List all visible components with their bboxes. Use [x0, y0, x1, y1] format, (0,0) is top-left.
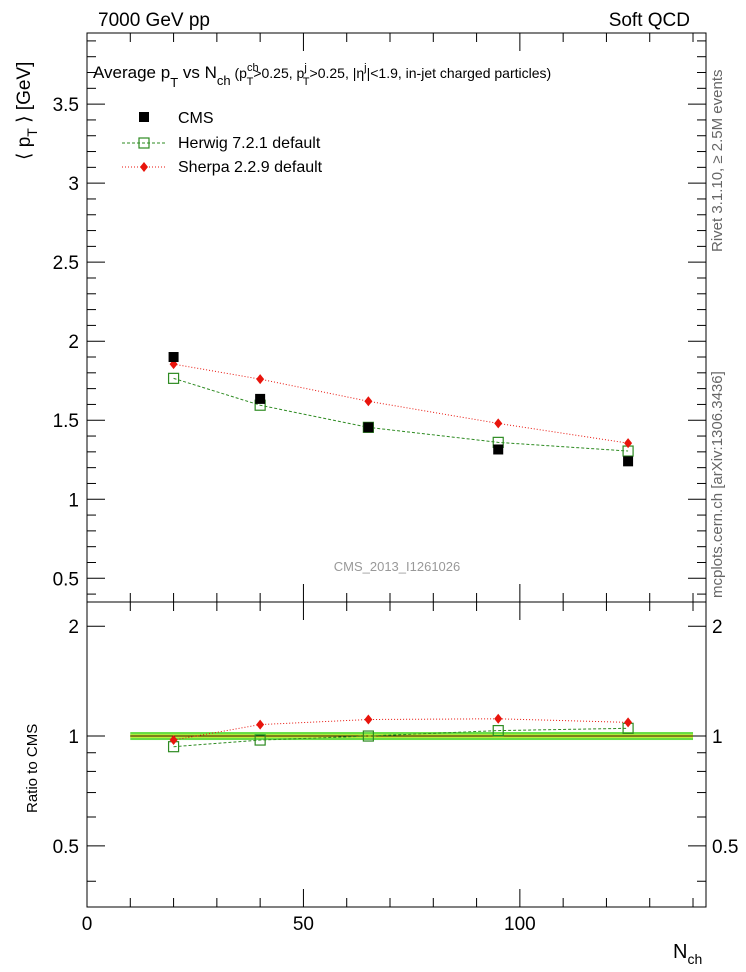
- main-herwig-line: [173, 377, 629, 452]
- legend-sherpa-label: Sherpa 2.2.9 default: [178, 159, 323, 176]
- main-series-group: [167, 352, 634, 467]
- legend: CMS Herwig 7.2.1 default Sherpa 2.2.9 de…: [122, 110, 323, 176]
- main-sherpa-line: [173, 363, 629, 444]
- main-y-tick-label: 1.5: [53, 411, 79, 432]
- main-y-tick-label: 1: [68, 490, 79, 511]
- main-y-tick-label: 2.5: [53, 253, 79, 274]
- header-right: Soft QCD: [609, 10, 690, 31]
- ratio-herwig-point: [492, 724, 504, 737]
- legend-herwig-label: Herwig 7.2.1 default: [178, 135, 321, 152]
- main-sherpa-point: [494, 418, 503, 429]
- main-y-axis-label: ⟨ pT ⟩ [GeV]: [14, 62, 40, 160]
- ratio-axis-ticks: 0.5 0.5 1 1 2 2 0 50 100: [53, 602, 738, 935]
- x-tick-label: 100: [504, 914, 536, 935]
- main-sherpa-point: [256, 374, 265, 385]
- ratio-y-tick-label: 1: [68, 727, 79, 748]
- ratio-herwig-point: [362, 730, 374, 742]
- ratio-series-group: [167, 713, 634, 753]
- main-cms-point: [255, 393, 266, 404]
- main-plot-title: Average pT vs Nch (pch T>0.25, pj T>0.25, …: [93, 62, 551, 90]
- ratio-y-tick-label-right: 2: [712, 617, 723, 638]
- ratio-y-tick-label: 0.5: [53, 837, 79, 858]
- ratio-y-axis-label: Ratio to CMS: [24, 724, 41, 813]
- legend-sherpa-marker: [140, 162, 148, 172]
- main-cms-point: [493, 444, 504, 455]
- ratio-sherpa-point: [364, 714, 373, 725]
- main-cms-point: [363, 422, 374, 433]
- ratio-plot-frame: [86, 601, 707, 908]
- main-herwig-point: [167, 372, 180, 384]
- analysis-watermark: CMS_2013_I1261026: [334, 559, 461, 574]
- main-y-tick-label: 2: [68, 332, 79, 353]
- ratio-herwig-point: [254, 734, 266, 746]
- legend-cms-label: CMS: [178, 110, 214, 127]
- main-y-tick-label: 3.5: [53, 95, 79, 116]
- main-y-tick-label: 3: [68, 174, 79, 195]
- ratio-sherpa-point: [169, 735, 178, 746]
- x-tick-label: 0: [82, 914, 93, 935]
- legend-cms-marker: [139, 112, 149, 122]
- ratio-y-tick-label: 2: [68, 617, 79, 638]
- main-sherpa-point: [624, 438, 633, 449]
- x-tick-label: 50: [293, 914, 314, 935]
- ratio-sherpa-point: [256, 719, 265, 730]
- x-axis-label: Nch: [673, 941, 702, 967]
- ratio-sherpa-point: [494, 713, 503, 724]
- legend-herwig-marker: [138, 137, 150, 149]
- ratio-herwig-line: [173, 727, 629, 748]
- rivet-label: Rivet 3.1.10, ≥ 2.5M events: [709, 70, 726, 253]
- main-y-tick-label: 0.5: [53, 569, 79, 590]
- main-cms-point: [623, 456, 634, 467]
- ratio-sherpa-line: [173, 718, 629, 741]
- mcplots-label: mcplots.cern.ch [arXiv:1306.3436]: [709, 371, 726, 598]
- ratio-y-tick-label-right: 0.5: [712, 837, 738, 858]
- header-left: 7000 GeV pp: [98, 10, 210, 31]
- main-sherpa-point: [364, 396, 373, 407]
- main-axis-ticks: 0.5 1 1.5 2 2.5 3 3.5: [53, 33, 706, 602]
- ratio-y-tick-label-right: 1: [712, 727, 723, 748]
- ratio-sherpa-point: [624, 717, 633, 728]
- main-cms-point: [168, 352, 179, 363]
